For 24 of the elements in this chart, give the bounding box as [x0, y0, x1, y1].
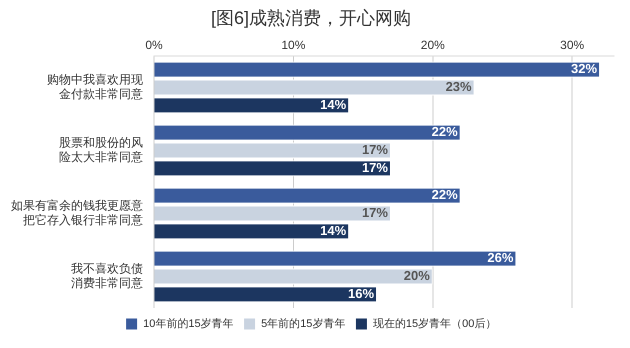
- data-label: 26%: [487, 250, 514, 266]
- data-label: 17%: [362, 205, 388, 220]
- legend-label: 5年前的15岁青年: [261, 317, 346, 330]
- data-label: 16%: [348, 286, 374, 301]
- y-tick-label: 我不喜欢负债消费非常同意: [71, 262, 143, 290]
- data-label: 23%: [446, 79, 472, 94]
- legend-label: 10年前的15岁青年: [143, 317, 234, 330]
- y-tick-label: 股票和股份的风险太大非常同意: [59, 136, 143, 164]
- x-tick-label: 0%: [145, 38, 163, 52]
- data-label: 14%: [320, 222, 347, 238]
- data-label: 14%: [320, 96, 347, 112]
- data-label: 17%: [362, 142, 388, 158]
- chart-title: [图6]成熟消费，开心网购: [210, 8, 412, 28]
- data-label: 22%: [432, 124, 458, 140]
- y-tick-label: 如果有富余的钱我更愿意把它存入银行非常同意: [11, 198, 143, 228]
- x-tick-label: 10%: [281, 38, 306, 52]
- x-tick-label: 20%: [420, 38, 446, 52]
- legend-label: 现在的15岁青年（00后）: [372, 317, 496, 330]
- data-label: 22%: [432, 187, 458, 202]
- data-label: 17%: [362, 160, 388, 175]
- data-label: 32%: [571, 61, 598, 76]
- data-label: 20%: [404, 268, 430, 284]
- x-tick-label: 30%: [560, 38, 585, 52]
- y-tick-label: 购物中我喜欢用现金付款非常同意: [47, 72, 143, 102]
